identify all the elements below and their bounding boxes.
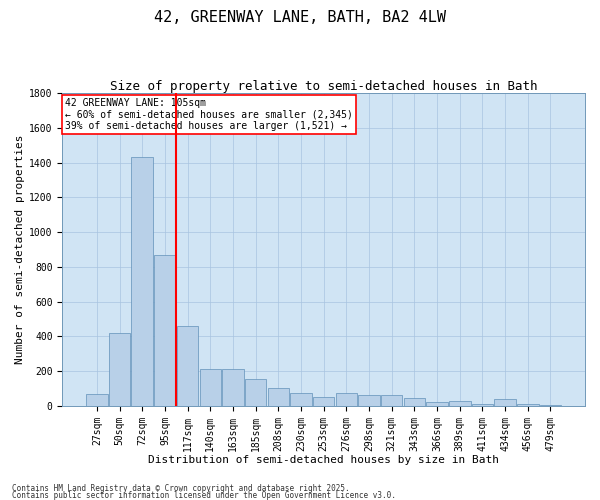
Bar: [268, 388, 289, 406]
Bar: [494, 399, 516, 406]
Bar: [86, 394, 107, 406]
Bar: [290, 393, 312, 406]
Bar: [381, 396, 403, 406]
Bar: [472, 404, 493, 406]
Text: 42, GREENWAY LANE, BATH, BA2 4LW: 42, GREENWAY LANE, BATH, BA2 4LW: [154, 10, 446, 25]
Bar: [245, 379, 266, 406]
Bar: [177, 326, 199, 406]
Bar: [427, 402, 448, 406]
Bar: [131, 158, 153, 406]
Bar: [540, 405, 561, 406]
Bar: [200, 370, 221, 406]
Bar: [154, 254, 176, 406]
Bar: [222, 370, 244, 406]
Title: Size of property relative to semi-detached houses in Bath: Size of property relative to semi-detach…: [110, 80, 538, 93]
Text: Contains public sector information licensed under the Open Government Licence v3: Contains public sector information licen…: [12, 490, 396, 500]
Bar: [335, 393, 357, 406]
Bar: [109, 333, 130, 406]
Text: Contains HM Land Registry data © Crown copyright and database right 2025.: Contains HM Land Registry data © Crown c…: [12, 484, 350, 493]
Bar: [449, 400, 470, 406]
Bar: [404, 398, 425, 406]
X-axis label: Distribution of semi-detached houses by size in Bath: Distribution of semi-detached houses by …: [148, 455, 499, 465]
Y-axis label: Number of semi-detached properties: Number of semi-detached properties: [15, 134, 25, 364]
Bar: [313, 397, 334, 406]
Bar: [358, 394, 380, 406]
Bar: [517, 404, 539, 406]
Text: 42 GREENWAY LANE: 105sqm
← 60% of semi-detached houses are smaller (2,345)
39% o: 42 GREENWAY LANE: 105sqm ← 60% of semi-d…: [65, 98, 353, 131]
